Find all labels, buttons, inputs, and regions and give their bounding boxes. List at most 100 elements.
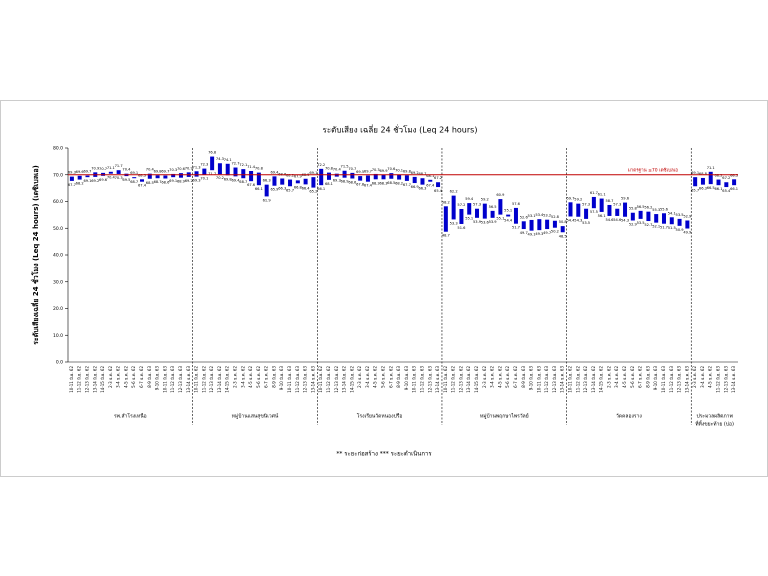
value-label: 72.1 (239, 163, 247, 167)
value-label: 69.5 (122, 178, 130, 182)
range-bar (599, 198, 604, 212)
value-label: 70.7 (348, 167, 356, 171)
x-tick-label: 8-9 มิ.ย. 63 (521, 366, 526, 388)
x-tick-label: 5-6 ธ.ค. 62 (131, 366, 136, 388)
chart-title: ระดับเสียง เฉลี่ย 24 ชั่วโมง (Leq 24 hou… (323, 124, 478, 135)
range-bar (591, 196, 596, 209)
value-label: 67.2 (434, 176, 442, 180)
value-label: 52.9 (683, 214, 692, 218)
range-bar (163, 175, 168, 179)
x-tick-label: 9-10 มิ.ย. 63 (279, 366, 284, 391)
value-label: 49.3 (535, 232, 543, 236)
x-tick-label: 11-12 มิ.ย. 63 (716, 366, 721, 393)
x-tick-label: 11-12 มิ.ย. 63 (419, 366, 424, 393)
value-label: 66.5 (707, 186, 715, 190)
range-bar (677, 218, 682, 226)
range-bar (661, 213, 666, 224)
value-label: 69.1 (691, 171, 699, 175)
range-bar (420, 178, 425, 185)
value-label: 53.5 (676, 213, 684, 217)
value-label: 66.1 (317, 187, 325, 191)
range-bar (326, 172, 331, 180)
value-label: 68.8 (699, 172, 708, 176)
x-tick-label: 2-3 ธ.ค. 62 (233, 366, 238, 388)
value-label: 57.3 (473, 203, 481, 207)
x-tick-label: 6-7 ธ.ค. 62 (388, 366, 393, 388)
value-label: 69.6 (76, 170, 85, 174)
value-label: 65.2 (309, 190, 317, 194)
value-label: 49.9 (683, 231, 692, 235)
value-label: 68.7 (130, 180, 138, 184)
value-label: 59.2 (574, 198, 582, 202)
x-tick-label: 8-9 มิ.ย. 63 (147, 366, 152, 388)
value-label: 57.5 (590, 210, 598, 214)
range-bar (311, 177, 316, 188)
value-label: 65.4 (434, 189, 443, 193)
value-label: 68.7 (239, 180, 247, 184)
group-label: วัดคลองราง (616, 414, 642, 420)
value-label: 70.8 (255, 167, 264, 171)
range-bar (685, 220, 690, 229)
x-tick-label: 12-13 มิ.ย. 63 (303, 366, 308, 393)
x-tick-label: 12-13 มิ.ย. 63 (178, 366, 183, 393)
value-label: 61.9 (263, 198, 272, 202)
range-bar (412, 176, 417, 184)
range-bar (132, 177, 137, 179)
x-tick-label: 9-10 มิ.ย. 63 (155, 366, 160, 391)
value-label: 59.4 (465, 197, 474, 201)
x-tick-label: 10-11 มิ.ย. 63 (661, 366, 666, 393)
value-label: 66.4 (302, 186, 311, 190)
range-bar (233, 167, 238, 177)
x-tick-label: 11-12 มิ.ย. 62 (201, 366, 206, 393)
value-label: 68.5 (387, 181, 395, 185)
value-label: 56.1 (598, 214, 606, 218)
x-tick-label: 14-15 มิ.ย. 62 (349, 366, 354, 393)
value-label: 57.3 (582, 203, 590, 207)
range-bar (303, 178, 308, 185)
x-tick-label: 5-6 ธ.ค. 62 (505, 366, 510, 388)
group-label: โรงเรียนวัดหนองปรือ (357, 413, 403, 420)
value-label: 66.1 (715, 187, 723, 191)
value-label: 69.6 (99, 178, 108, 182)
x-tick-label: 2-3 ธ.ค. 62 (692, 366, 697, 388)
x-tick-label: 3-4 ธ.ค. 62 (700, 366, 705, 388)
value-label: 62.2 (450, 190, 458, 194)
y-tick-label: 50.0 (53, 226, 63, 232)
value-label: 69.8 (403, 169, 412, 173)
value-label: 74.3 (216, 157, 224, 161)
value-label: 66.3 (278, 187, 286, 191)
range-bar (708, 171, 713, 185)
value-label: 70.4 (122, 168, 131, 172)
value-label: 68.2 (715, 174, 723, 178)
value-label: 65.7 (691, 188, 699, 192)
value-label: 68.3 (138, 173, 146, 177)
value-label: 67.4 (138, 184, 147, 188)
value-label: 51.7 (512, 226, 520, 230)
range-bar (381, 175, 386, 180)
x-tick-label: 10-11 มิ.ย. 62 (194, 366, 199, 393)
value-label: 53.4 (535, 213, 544, 217)
y-tick-label: 70.0 (53, 172, 63, 178)
value-label: 54.6 (613, 218, 622, 222)
value-label: 53.9 (489, 220, 498, 224)
x-tick-label: 10-11 มิ.ย. 63 (412, 366, 417, 393)
value-label: 67.8 (356, 183, 365, 187)
group-label: ที่ทิ้งขยะท้าย (บ่อ) (695, 419, 734, 428)
value-label: 76.8 (208, 151, 217, 155)
x-tick-label: 9-10 มิ.ย. 63 (404, 366, 409, 391)
range-bar (155, 175, 160, 179)
range-bar (116, 170, 121, 174)
value-label: 70.8 (325, 167, 334, 171)
range-bar (615, 208, 620, 216)
value-label: 70.4 (146, 168, 155, 172)
x-tick-label: 13-14 ธ.ค. 63 (310, 366, 315, 393)
value-label: 54.1 (668, 211, 676, 215)
range-bar (225, 163, 230, 176)
value-label: 69.2 (411, 171, 419, 175)
range-bar (319, 168, 324, 186)
value-label: 53.9 (473, 220, 482, 224)
y-tick-label: 60.0 (53, 199, 63, 205)
range-bar (451, 195, 456, 220)
range-bar (280, 178, 285, 185)
value-label: 69.1 (130, 171, 138, 175)
